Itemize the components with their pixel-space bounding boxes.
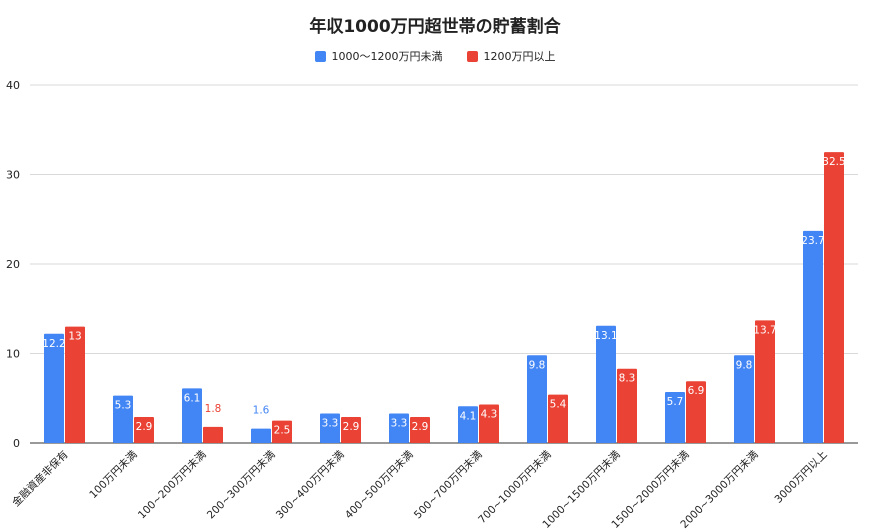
data-label: 2.9	[412, 421, 429, 433]
data-label: 6.1	[184, 392, 201, 404]
x-tick-label: 400~500万円未満	[343, 448, 416, 521]
bar	[113, 395, 133, 443]
y-tick-label: 40	[6, 79, 20, 92]
bar	[182, 388, 202, 443]
x-tick-label: 500~700万円未満	[412, 448, 485, 521]
data-label: 23.7	[801, 235, 824, 247]
data-label: 13.1	[594, 330, 617, 342]
bar	[251, 428, 271, 443]
chart-title: 年収1000万円超世帯の貯蓄割合	[309, 17, 561, 37]
bar	[617, 368, 637, 443]
x-tick-label: 300~400万円未満	[274, 448, 347, 521]
data-label: 2.9	[136, 421, 153, 433]
legend-item-series-2[interactable]: 1200万円以上	[466, 48, 556, 64]
bar	[203, 426, 223, 443]
data-label: 3.3	[322, 417, 339, 429]
data-label: 4.3	[481, 409, 498, 421]
data-label: 12.2	[42, 338, 65, 350]
x-tick-label: 700~1000万円未満	[476, 448, 554, 526]
legend-item-series-1[interactable]: 1000〜1200万円未満	[314, 48, 443, 64]
legend-label-series-1: 1000〜1200万円未満	[331, 50, 443, 63]
legend-swatch-red	[466, 50, 478, 62]
legend-swatch-blue	[314, 50, 326, 62]
data-label: 8.3	[619, 373, 636, 385]
y-tick-label: 20	[6, 258, 20, 271]
bar	[824, 152, 844, 443]
bar	[320, 413, 340, 443]
data-label: 2.9	[343, 421, 360, 433]
bar	[479, 404, 499, 443]
bar	[548, 394, 568, 443]
bar	[458, 406, 478, 443]
data-label: 5.4	[550, 399, 567, 411]
data-label: 4.1	[460, 410, 477, 422]
x-tick-label: 1000~1500万円未満	[540, 448, 623, 531]
bar	[755, 320, 775, 443]
y-tick-label: 30	[6, 169, 20, 182]
bar	[410, 417, 430, 443]
x-tick-label: 金融資産非保有	[9, 448, 70, 509]
x-tick-label: 100万円未満	[87, 448, 140, 501]
y-tick-label: 10	[6, 348, 20, 361]
bar	[734, 355, 754, 443]
x-tick-label: 200~300万円未満	[205, 448, 278, 521]
data-label: 6.9	[688, 385, 705, 397]
data-label: 5.7	[667, 396, 684, 408]
x-tick-label: 3000万円以上	[773, 449, 830, 506]
bar	[596, 325, 616, 443]
bar	[341, 417, 361, 443]
bar	[272, 420, 292, 443]
data-label: 2.5	[274, 425, 291, 437]
legend-label-series-2: 1200万円以上	[483, 50, 556, 63]
bar	[686, 381, 706, 443]
data-label: 1.8	[205, 403, 222, 415]
data-label: 9.8	[736, 359, 753, 371]
bar	[389, 413, 409, 443]
x-tick-label: 100~200万円未満	[136, 448, 209, 521]
x-tick-label: 1500~2000万円未満	[609, 448, 692, 531]
bar	[134, 417, 154, 443]
data-label: 13.7	[753, 324, 776, 336]
bar	[803, 230, 823, 443]
x-tick-label: 2000~3000万円未満	[678, 448, 761, 531]
legend: 1000〜1200万円未満 1200万円以上	[0, 48, 870, 64]
bar	[44, 333, 64, 443]
bar	[65, 326, 85, 443]
y-tick-label: 0	[13, 437, 20, 450]
data-label: 5.3	[115, 400, 132, 412]
bar	[665, 391, 685, 443]
bar	[527, 355, 547, 443]
data-label: 3.3	[391, 417, 408, 429]
data-label: 9.8	[529, 359, 546, 371]
data-label: 32.5	[822, 156, 845, 168]
data-label: 13	[68, 331, 81, 343]
data-label: 1.6	[253, 405, 270, 417]
